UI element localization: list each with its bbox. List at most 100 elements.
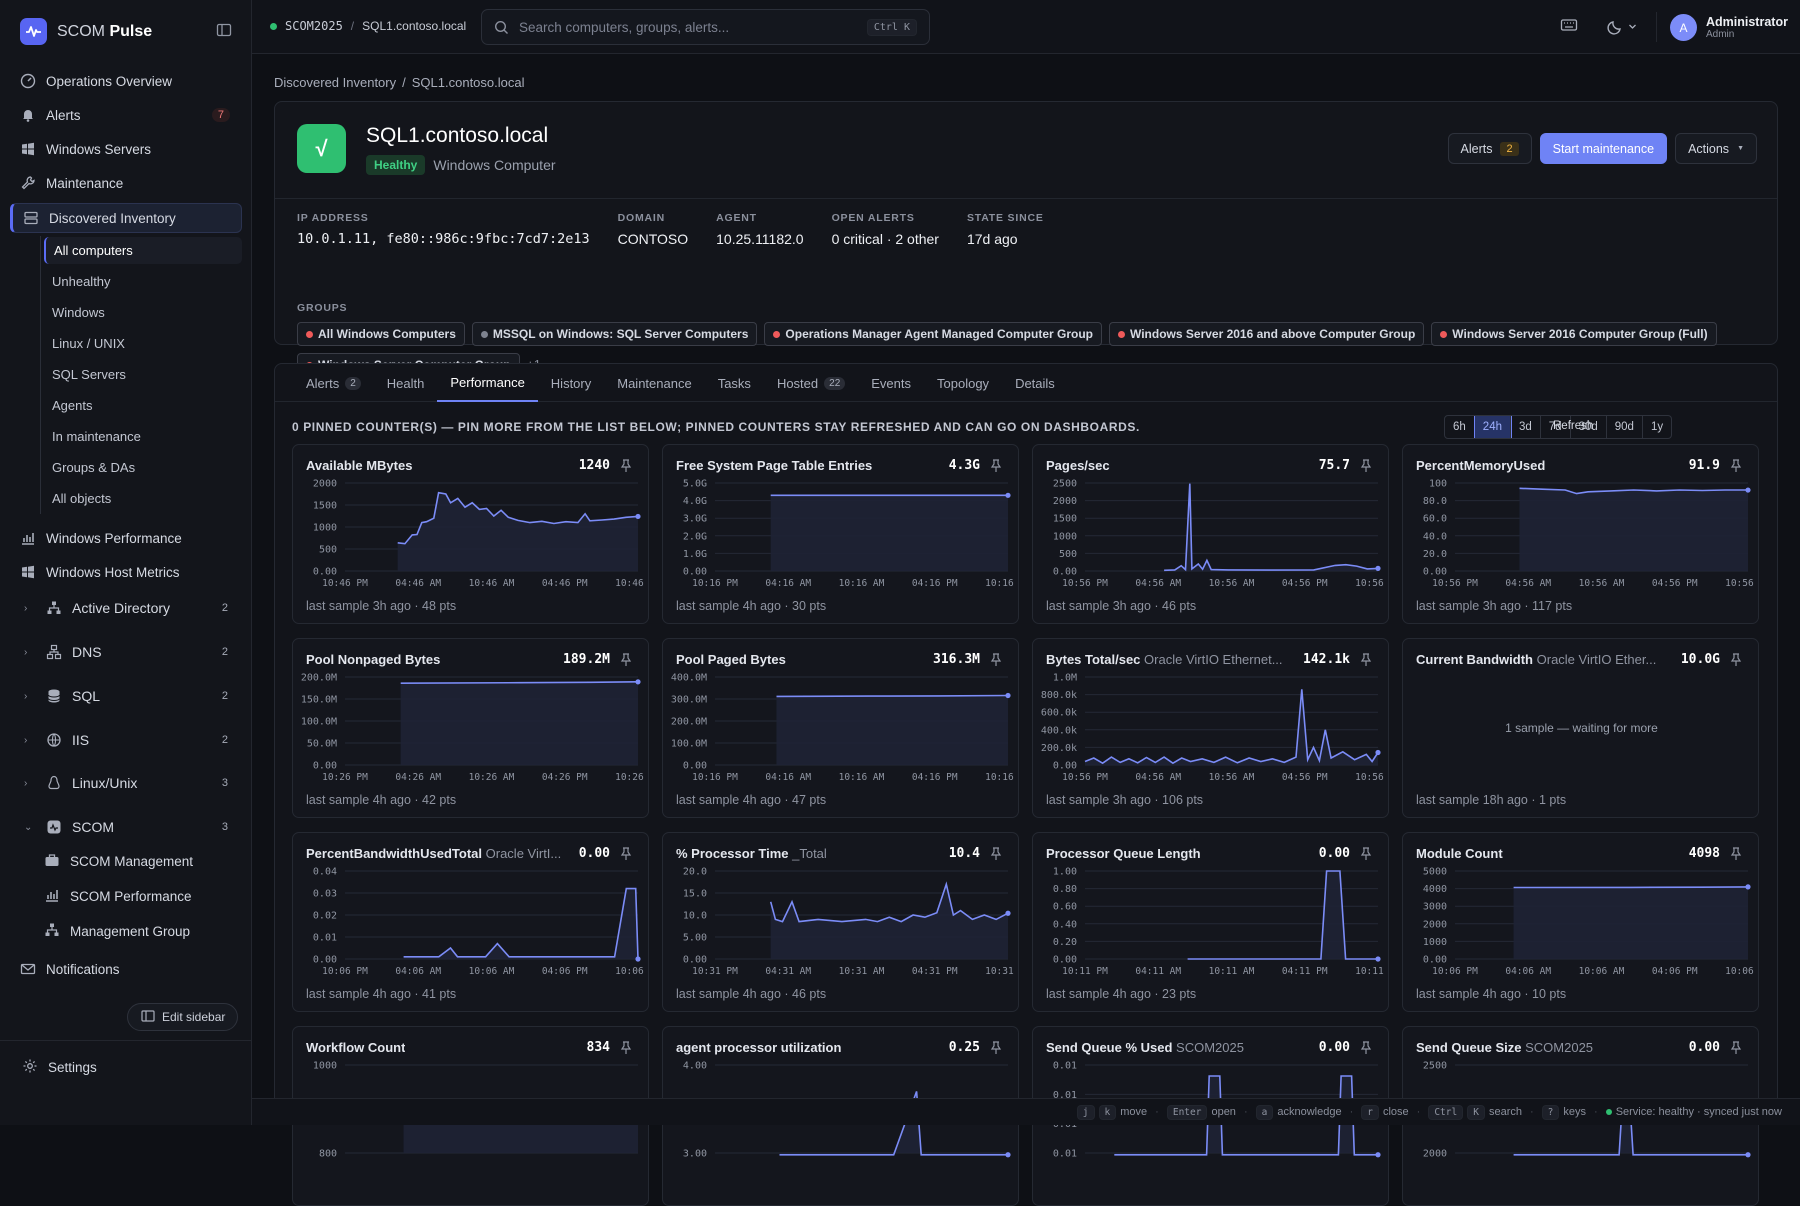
sidebar-scom-management-group[interactable]: Management Group <box>40 915 240 947</box>
tab-details[interactable]: Details <box>1002 364 1068 402</box>
group-chip[interactable]: MSSQL on Windows: SQL Server Computers <box>471 322 758 346</box>
sidebar-subitem-sql-servers[interactable]: SQL Servers <box>52 367 126 382</box>
sidebar-item-discovered-inventory[interactable]: Discovered Inventory <box>10 203 242 233</box>
y-tick-label: 2000 <box>1423 1149 1447 1160</box>
range-1y[interactable]: 1y <box>1650 421 1664 433</box>
tab-history[interactable]: History <box>538 364 604 402</box>
range-6h[interactable]: 6h <box>1445 416 1475 438</box>
counter-name: % Processor Time <box>676 846 789 861</box>
sidebar-subitem-in-maintenance[interactable]: In maintenance <box>52 429 141 444</box>
sidebar-group-dns[interactable]: › DNS 2 <box>10 637 242 667</box>
collapse-sidebar-icon[interactable] <box>214 20 234 40</box>
sidebar-scom-scom-management[interactable]: SCOM Management <box>40 845 240 877</box>
counter-card[interactable]: Pool Nonpaged Bytes 189.2M 200.0M 150.0M 100… <box>292 638 650 818</box>
pin-icon[interactable] <box>1358 846 1374 865</box>
tab-events[interactable]: Events <box>858 364 924 402</box>
range-90d[interactable]: 90d <box>1607 416 1643 438</box>
pin-icon[interactable] <box>618 846 634 865</box>
env-name[interactable]: SCOM2025 <box>285 19 343 33</box>
group-chip[interactable]: All Windows Computers <box>297 322 465 346</box>
pin-icon[interactable] <box>988 846 1004 865</box>
sidebar-group-sql[interactable]: › SQL 2 <box>10 681 242 711</box>
sidebar-item-notifications[interactable]: Notifications <box>10 954 242 984</box>
group-chip[interactable]: Windows Server 2016 and above Computer G… <box>1109 322 1425 346</box>
tab-maintenance[interactable]: Maintenance <box>604 364 704 402</box>
pin-icon[interactable] <box>618 458 634 477</box>
env-host[interactable]: SQL1.contoso.local <box>362 19 467 33</box>
counter-card[interactable]: Module Count 4098 5000 4000 3000 2000 1000 0.00… <box>1402 832 1760 1012</box>
sidebar-subitem-all-objects[interactable]: All objects <box>52 491 112 506</box>
counter-card[interactable]: Free System Page Table Entries 4.3G 5.0G 4.… <box>662 444 1020 624</box>
actions-button[interactable]: Actions ▼ <box>1675 133 1757 164</box>
tab-health[interactable]: Health <box>374 364 438 402</box>
counter-card[interactable]: Pages/sec 75.7 2500 2000 1500 1000 500 0.00 10:5… <box>1032 444 1390 624</box>
counter-card[interactable]: Processor Queue Length 0.00 1.00 0.80 0.60 0.… <box>1032 832 1390 1012</box>
x-tick-label: 04:56 AM <box>1135 578 1181 589</box>
sidebar-subitem-all-computers[interactable]: All computers <box>44 237 242 264</box>
counter-card[interactable]: Available MBytes 1240 2000 1500 1000 500 0.00 1… <box>292 444 650 624</box>
pin-icon[interactable] <box>988 458 1004 477</box>
environment-breadcrumb[interactable]: SCOM2025 / SQL1.contoso.local <box>270 19 466 33</box>
sidebar-item-operations-overview[interactable]: Operations Overview <box>10 66 242 96</box>
range-7d[interactable]: 7d <box>1541 416 1571 438</box>
pin-icon[interactable] <box>1358 652 1374 671</box>
tab-alerts[interactable]: Alerts 2 <box>293 364 374 402</box>
brand[interactable]: SCOM Pulse <box>20 18 152 45</box>
sidebar-subitem-groups-das[interactable]: Groups & DAs <box>52 460 136 475</box>
range-3d[interactable]: 3d <box>1511 416 1541 438</box>
pin-icon[interactable] <box>1728 652 1744 671</box>
sidebar-group-linux-unix[interactable]: › Linux/Unix 3 <box>10 768 242 798</box>
counter-card[interactable]: Pool Paged Bytes 316.3M 400.0M 300.0M 200.0M… <box>662 638 1020 818</box>
keyboard-icon[interactable] <box>1560 16 1578 37</box>
pin-icon[interactable] <box>988 1040 1004 1059</box>
sidebar-subitem-agents[interactable]: Agents <box>52 398 93 413</box>
start-maintenance-button[interactable]: Start maintenance <box>1539 133 1668 164</box>
sidebar-group-iis[interactable]: › IIS 2 <box>10 725 242 755</box>
sidebar-scom-scom-performance[interactable]: SCOM Performance <box>40 880 240 912</box>
sidebar-group-active-directory[interactable]: › Active Directory 2 <box>10 593 242 623</box>
pin-icon[interactable] <box>1728 846 1744 865</box>
counter-card[interactable]: Current Bandwidth Oracle VirtIO Ether...… <box>1402 638 1759 818</box>
search-input[interactable]: Search computers, groups, alerts... Ctrl… <box>481 9 930 45</box>
tab-tasks[interactable]: Tasks <box>705 364 764 402</box>
breadcrumb-parent[interactable]: Discovered Inventory <box>274 75 397 90</box>
counter-card[interactable]: Bytes Total/sec Oracle VirtIO Ethernet..… <box>1032 638 1390 818</box>
pin-icon[interactable] <box>1728 458 1744 477</box>
range-30d[interactable]: 30d <box>1571 416 1607 438</box>
counter-instance: Oracle VirtI... <box>485 846 562 861</box>
tab-count: 22 <box>824 376 846 390</box>
tab-topology[interactable]: Topology <box>924 364 1002 402</box>
counter-card[interactable]: PercentBandwidthUsedTotal Oracle VirtI..… <box>292 832 650 1012</box>
sidebar-item-windows-host-metrics[interactable]: Windows Host Metrics <box>10 557 242 587</box>
pin-icon[interactable] <box>1358 1040 1374 1059</box>
pin-icon[interactable] <box>618 652 634 671</box>
sidebar-group-scom[interactable]: ⌄ SCOM 3 <box>10 812 242 842</box>
refresh-button[interactable]: Refresh <box>1553 420 1594 432</box>
sidebar-group-count: 2 <box>221 734 228 746</box>
sidebar-item-windows-servers[interactable]: Windows Servers <box>10 134 242 164</box>
y-tick-label: 80.0 <box>1423 496 1447 507</box>
edit-sidebar-button[interactable]: Edit sidebar <box>127 1003 239 1031</box>
settings-button[interactable]: Settings <box>22 1058 97 1077</box>
user-menu[interactable]: A Administrator Admin <box>1670 14 1788 41</box>
pin-icon[interactable] <box>1728 1040 1744 1059</box>
sidebar-subitem-unhealthy[interactable]: Unhealthy <box>52 274 111 289</box>
sidebar-item-maintenance[interactable]: Maintenance <box>10 168 242 198</box>
pin-icon[interactable] <box>988 652 1004 671</box>
sidebar-item-alerts[interactable]: Alerts 7 <box>10 100 242 130</box>
counter-card[interactable]: % Processor Time _Total 10.4 20.0 15.0 10.0 5… <box>662 832 1020 1012</box>
theme-toggle-icon[interactable] <box>1606 16 1637 37</box>
sidebar-subitem-linux-unix[interactable]: Linux / UNIX <box>52 336 125 351</box>
alerts-button[interactable]: Alerts 2 <box>1447 133 1532 164</box>
pin-icon[interactable] <box>1358 458 1374 477</box>
group-chip[interactable]: Windows Server 2016 Computer Group (Full… <box>1431 322 1717 346</box>
sidebar-subitem-windows[interactable]: Windows <box>52 305 105 320</box>
range-24h[interactable]: 24h <box>1473 416 1512 438</box>
pin-icon[interactable] <box>618 1040 634 1059</box>
tab-hosted[interactable]: Hosted 22 <box>764 364 858 402</box>
counter-card[interactable]: PercentMemoryUsed 91.9 100 80.0 60.0 40.0 20.0… <box>1402 444 1760 624</box>
group-chip[interactable]: Operations Manager Agent Managed Compute… <box>764 322 1102 346</box>
sidebar-item-windows-performance[interactable]: Windows Performance <box>10 523 242 553</box>
tab-performance[interactable]: Performance <box>437 364 538 402</box>
